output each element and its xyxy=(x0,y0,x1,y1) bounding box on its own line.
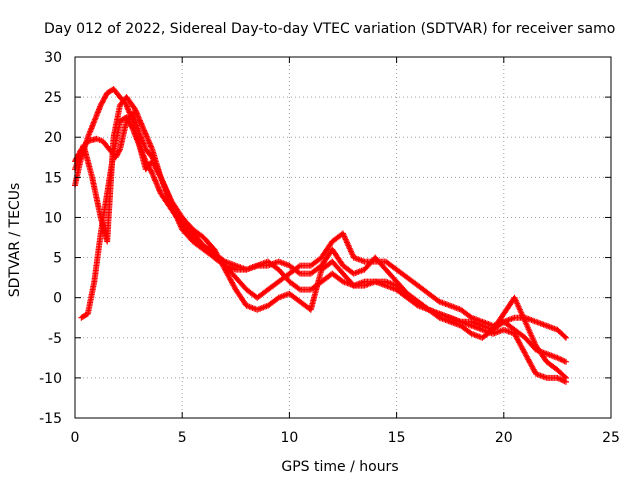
chart-title: Day 012 of 2022, Sidereal Day-to-day VTE… xyxy=(44,21,615,37)
y-tick-label: -15 xyxy=(39,411,62,427)
x-tick-label: 10 xyxy=(280,430,298,446)
y-tick-label: 30 xyxy=(44,50,62,66)
series-track-d xyxy=(72,94,569,385)
y-tick-label: 20 xyxy=(44,130,62,146)
y-tick-label: 25 xyxy=(44,90,62,106)
series-track-a xyxy=(72,110,569,341)
data-marks xyxy=(72,86,569,385)
y-tick-label: 5 xyxy=(53,251,62,267)
x-axis-label: GPS time / hours xyxy=(281,459,398,475)
x-tick-label: 15 xyxy=(388,430,406,446)
plot-frame xyxy=(74,56,612,419)
y-tick-label: 15 xyxy=(44,170,62,186)
axis-ticks: 0 5 10 15 20 25 -15 -10 -5 0 5 10 15 20 25 30 xyxy=(39,50,620,446)
grid-lines xyxy=(75,57,611,418)
y-tick-label: 10 xyxy=(44,210,62,226)
y-tick-label: -10 xyxy=(39,371,62,387)
y-axis-label: SDTVAR / TECUs xyxy=(7,183,23,298)
marker-track-track-a xyxy=(72,110,569,341)
y-tick-label: -5 xyxy=(48,331,62,347)
x-tick-label: 0 xyxy=(71,430,80,446)
x-tick-label: 5 xyxy=(178,430,187,446)
x-tick-label: 20 xyxy=(495,430,513,446)
x-tick-label: 25 xyxy=(602,430,620,446)
marker-track-track-d xyxy=(72,94,569,385)
y-tick-label: 0 xyxy=(53,291,62,307)
